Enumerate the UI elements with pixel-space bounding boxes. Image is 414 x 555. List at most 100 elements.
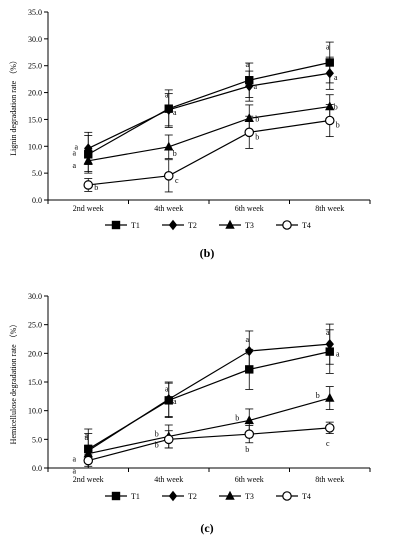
legend-marker <box>168 219 178 231</box>
significance-label: a <box>72 455 76 464</box>
data-point <box>164 141 174 151</box>
data-point <box>324 423 335 433</box>
x-tick-label: 8th week <box>315 204 344 213</box>
x-tick-label: 6th week <box>235 475 264 484</box>
legend-label: T2 <box>188 221 197 230</box>
significance-label: b <box>155 429 159 438</box>
series-t1: a a a a <box>84 329 340 469</box>
data-point <box>245 345 254 357</box>
legend-label: T2 <box>188 492 197 501</box>
data-point <box>83 455 94 466</box>
significance-label: a <box>84 433 88 442</box>
y-tick-label: 10.0 <box>28 407 42 416</box>
significance-label: b <box>173 149 177 158</box>
x-tick-label: 4th week <box>154 475 183 484</box>
y-tick-label: 0.0 <box>32 196 42 205</box>
y-axis-label: Hemicellulose degradation rate （%） <box>9 320 18 445</box>
series-line <box>88 397 330 455</box>
series-line <box>87 343 330 452</box>
significance-label: b <box>334 103 338 112</box>
chart-panel-b: 0.0 5.0 10.0 15.0 20.0 25.0 30.0 35.0 2nd week 4t… <box>9 8 371 260</box>
legend-marker <box>225 219 235 229</box>
significance-label: b <box>255 132 259 141</box>
series-line <box>87 351 330 450</box>
x-tick-label: 8th week <box>315 475 344 484</box>
significance-label: a <box>173 108 177 117</box>
y-tick-label: 10.0 <box>28 142 42 151</box>
legend-label: T1 <box>131 492 140 501</box>
legend-marker <box>111 220 121 230</box>
significance-label: a <box>334 73 338 82</box>
significance-label: b <box>255 114 259 123</box>
x-tick-label: 6th week <box>235 204 264 213</box>
legend-label: T1 <box>131 221 140 230</box>
y-tick-label: 25.0 <box>28 321 42 330</box>
legend-marker <box>168 490 178 502</box>
significance-label: a <box>336 350 340 359</box>
data-point <box>164 104 173 115</box>
legend-label: T3 <box>245 221 254 230</box>
data-point <box>244 415 254 425</box>
series-line <box>88 119 330 186</box>
y-tick-label: 20.0 <box>28 349 42 358</box>
significance-label: a <box>74 142 78 151</box>
panel-label: (c) <box>200 521 213 535</box>
significance-label: b <box>94 183 98 192</box>
data-point <box>245 80 254 92</box>
significance-label: a <box>72 467 76 476</box>
significance-label: b <box>235 413 239 422</box>
y-tick-label: 15.0 <box>28 115 42 124</box>
y-tick-label: 5.0 <box>32 435 42 444</box>
series-line <box>87 72 330 149</box>
x-tick-label: 2nd week <box>73 475 104 484</box>
data-point <box>244 127 255 138</box>
legend-label: T4 <box>302 492 311 501</box>
data-point <box>84 143 93 154</box>
significance-label: b <box>245 445 249 454</box>
data-point <box>244 429 255 439</box>
significance-label: a <box>165 91 169 100</box>
legend-marker <box>111 491 121 501</box>
legend-marker <box>282 220 292 230</box>
significance-label: a <box>326 42 330 51</box>
y-tick-label: 25.0 <box>28 62 42 71</box>
y-tick-label: 35.0 <box>28 8 42 17</box>
significance-label: a <box>173 397 177 406</box>
significance-label: a <box>245 335 249 344</box>
legend-label: T3 <box>245 492 254 501</box>
series-line <box>88 427 330 462</box>
y-axis-label: Lignin degradation rate （%） <box>9 56 18 156</box>
legend-marker <box>282 491 292 501</box>
significance-label: a <box>326 328 330 337</box>
legend-marker <box>225 490 235 500</box>
legend-label: T4 <box>302 221 311 230</box>
legend: T1 T2 T3 T4 <box>105 490 311 502</box>
data-point <box>83 180 94 190</box>
significance-label: a <box>72 161 76 170</box>
significance-label: a <box>253 82 257 91</box>
significance-label: b <box>316 391 320 400</box>
series-line <box>88 105 330 162</box>
significance-label: b <box>336 121 340 130</box>
x-tick-label: 4th week <box>154 204 183 213</box>
significance-label: c <box>175 176 179 185</box>
data-point <box>163 171 174 181</box>
y-tick-label: 20.0 <box>28 89 42 98</box>
y-tick-label: 30.0 <box>28 292 42 301</box>
chart-panel-c: 0.0 5.0 10.0 15.0 20.0 25.0 30.0 2nd week 4th we… <box>9 292 371 535</box>
data-point <box>83 155 93 165</box>
significance-label: a <box>245 60 249 69</box>
data-point <box>163 434 174 445</box>
significance-label: b <box>155 440 159 449</box>
legend: T1 T2 T3 T4 <box>105 219 311 231</box>
data-point <box>324 115 335 126</box>
y-tick-label: 0.0 <box>32 464 42 473</box>
